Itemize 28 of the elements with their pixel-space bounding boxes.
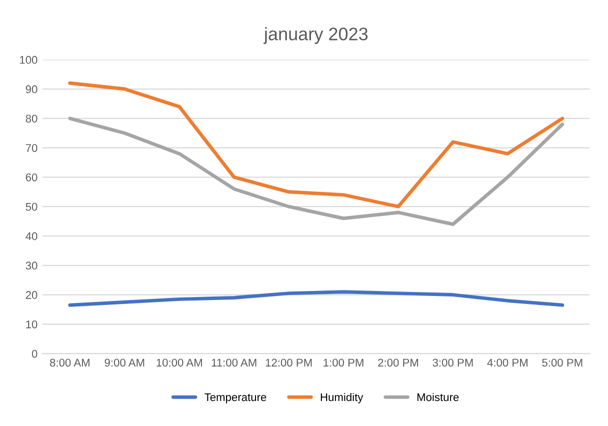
legend-label: Moisture xyxy=(417,392,459,402)
y-tick-label: 40 xyxy=(26,232,38,240)
chart-title: january 2023 xyxy=(264,27,368,44)
y-tick-label: 10 xyxy=(26,320,38,328)
x-tick-label: 3:00 PM xyxy=(432,358,473,367)
x-tick-label: 10:00 AM xyxy=(156,358,202,367)
y-tick-label: 90 xyxy=(26,85,38,94)
x-tick-label: 9:00 AM xyxy=(104,358,144,367)
x-tick-label: 2:00 PM xyxy=(378,358,418,367)
y-tick-label: 50 xyxy=(26,202,38,211)
y-tick-label: 20 xyxy=(26,291,38,299)
line-series xyxy=(68,116,564,226)
x-tick-label: 1:00 PM xyxy=(324,358,364,367)
x-tick-label: 5:00 PM xyxy=(542,358,582,367)
y-tick-label: 0 xyxy=(32,350,38,358)
line-series xyxy=(68,290,564,307)
x-tick-label: 11:00 AM xyxy=(212,358,256,367)
x-tick-label: 4:00 PM xyxy=(487,358,528,367)
legend-label: Humidity xyxy=(320,392,364,404)
y-tick-label: 70 xyxy=(26,144,38,152)
y-tick-label: 60 xyxy=(26,173,38,182)
x-tick-label: 12:00 PM xyxy=(266,358,312,367)
x-tick-label: 8:00 AM xyxy=(50,358,90,367)
y-tick-label: 80 xyxy=(26,114,38,123)
line-series xyxy=(68,81,564,208)
legend-label: Temperature xyxy=(204,393,266,404)
y-tick-label: 100 xyxy=(20,56,38,64)
y-tick-label: 30 xyxy=(26,262,38,270)
